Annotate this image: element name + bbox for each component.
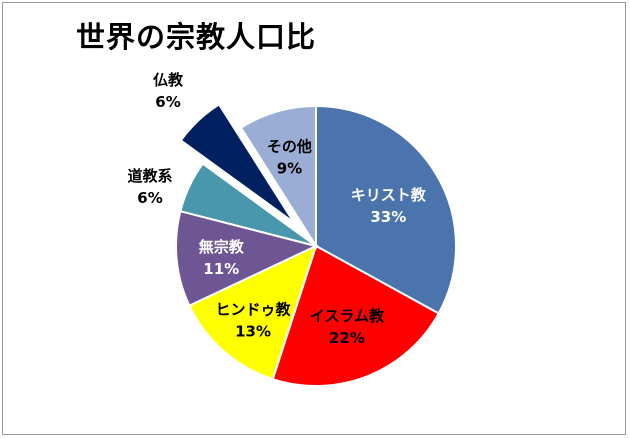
slice-value-label-5: 6% <box>155 93 180 111</box>
slice-label-3: 無宗教 <box>199 238 245 256</box>
slice-value-label-4: 6% <box>137 189 162 207</box>
slice-label-5: 仏教 <box>153 71 184 89</box>
slice-wedge-3 <box>175 209 319 307</box>
slice-value-label-1: 22% <box>329 329 365 347</box>
slice-value-label-2: 13% <box>235 322 271 340</box>
slice-wedge-0 <box>315 104 457 315</box>
slice-label-2: ヒンドゥ教 <box>216 300 292 318</box>
slice-wedge-2 <box>187 244 318 381</box>
slice-label-1: イスラム教 <box>310 307 385 325</box>
slice-value-label-6: 9% <box>277 160 302 178</box>
slice-label-0: キリスト教 <box>351 186 427 204</box>
slice-label-6: その他 <box>267 138 312 156</box>
slice-wedge-5 <box>179 103 295 224</box>
slice-label-4: 道教系 <box>127 167 172 185</box>
slice-wedge-6 <box>239 104 317 250</box>
slice-value-label-0: 33% <box>370 208 406 226</box>
slice-wedge-4 <box>179 162 317 247</box>
slice-wedge-1 <box>271 244 441 387</box>
slice-value-label-3: 11% <box>203 260 239 278</box>
chart-title: 世界の宗教人口比 <box>76 20 317 54</box>
